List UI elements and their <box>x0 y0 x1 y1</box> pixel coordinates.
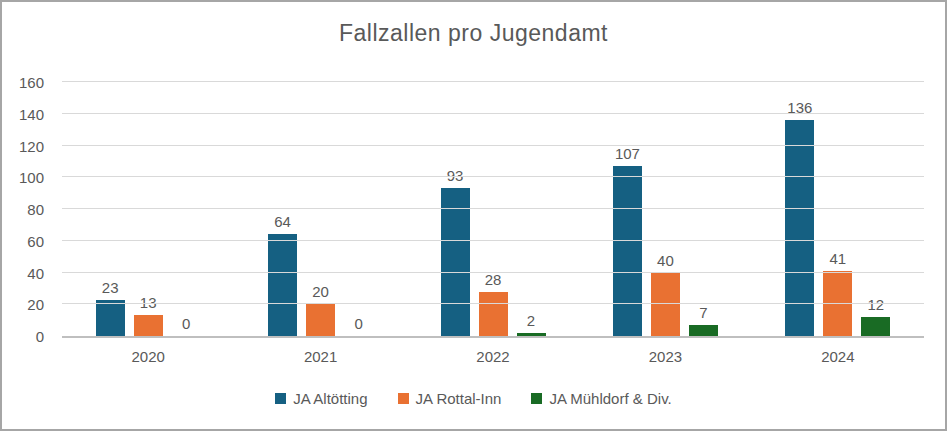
bar-value-label: 12 <box>867 296 884 313</box>
y-axis-tick-label: 80 <box>27 201 44 218</box>
legend-label: JA Rottal-Inn <box>416 390 502 407</box>
legend-item: JA Rottal-Inn <box>398 390 502 407</box>
chart-title: Fallzallen pro Jugendamt <box>2 20 945 47</box>
bar-value-label: 2 <box>527 312 535 329</box>
gridline <box>62 176 924 177</box>
chart-frame: Fallzallen pro Jugendamt 020406080100120… <box>0 0 947 431</box>
gridline <box>62 240 924 241</box>
bar-value-label: 40 <box>657 252 674 269</box>
y-axis: 020406080100120140160 <box>2 82 52 336</box>
bar-column: 0 <box>344 315 373 336</box>
legend-swatch-icon <box>531 393 542 404</box>
bar-column: 20 <box>306 283 335 336</box>
bar-groups: 23 13 0 64 20 0 93 28 2 107 40 7 136 41 12 <box>62 82 924 336</box>
x-axis: 20202021202220232024 <box>62 348 924 365</box>
bar-column: 13 <box>134 294 163 336</box>
bar <box>517 333 546 336</box>
bar-column: 41 <box>823 250 852 336</box>
x-axis-category-label: 2022 <box>407 348 579 365</box>
bar-group: 136 41 12 <box>752 82 924 336</box>
bar-group: 93 28 2 <box>407 82 579 336</box>
legend-swatch-icon <box>398 393 409 404</box>
bar-value-label: 23 <box>102 279 119 296</box>
x-axis-category-label: 2021 <box>234 348 406 365</box>
bar-value-label: 20 <box>312 283 329 300</box>
bar-value-label: 7 <box>699 304 707 321</box>
legend-swatch-icon <box>275 393 286 404</box>
y-axis-tick-label: 120 <box>19 137 44 154</box>
gridline <box>62 303 924 304</box>
x-axis-category-label: 2024 <box>752 348 924 365</box>
bar <box>268 234 297 336</box>
bar-column: 23 <box>96 279 125 337</box>
bar-column: 40 <box>651 252 680 337</box>
bar-column: 0 <box>172 315 201 336</box>
y-axis-tick-label: 40 <box>27 264 44 281</box>
bar-group: 107 40 7 <box>579 82 751 336</box>
legend-item: JA Mühldorf & Div. <box>531 390 671 407</box>
bar-group: 64 20 0 <box>234 82 406 336</box>
x-axis-category-label: 2020 <box>62 348 234 365</box>
y-axis-tick-label: 0 <box>36 328 44 345</box>
bar-value-label: 0 <box>182 315 190 332</box>
gridline <box>62 81 924 82</box>
bar-column: 136 <box>785 99 814 336</box>
bar-value-label: 64 <box>274 213 291 230</box>
bar <box>306 304 335 336</box>
bar <box>613 166 642 336</box>
legend-label: JA Altötting <box>293 390 367 407</box>
bar-column: 64 <box>268 213 297 336</box>
bar-value-label: 41 <box>829 250 846 267</box>
y-axis-tick-label: 20 <box>27 296 44 313</box>
y-axis-tick-label: 140 <box>19 105 44 122</box>
bar-value-label: 107 <box>615 145 640 162</box>
bar-column: 7 <box>689 304 718 336</box>
bar <box>134 315 163 336</box>
y-axis-tick-label: 160 <box>19 74 44 91</box>
bar-value-label: 0 <box>354 315 362 332</box>
bar <box>96 300 125 337</box>
bar-value-label: 28 <box>485 271 502 288</box>
legend-item: JA Altötting <box>275 390 367 407</box>
bar <box>861 317 890 336</box>
gridline <box>62 208 924 209</box>
bar-group: 23 13 0 <box>62 82 234 336</box>
y-axis-tick-label: 60 <box>27 232 44 249</box>
legend: JA Altötting JA Rottal-Inn JA Mühldorf & D… <box>2 390 945 407</box>
y-axis-tick-label: 100 <box>19 169 44 186</box>
bar <box>651 273 680 337</box>
bar <box>689 325 718 336</box>
gridline <box>62 113 924 114</box>
bar-column: 12 <box>861 296 890 336</box>
bar-column: 93 <box>441 167 470 336</box>
plot-area: 23 13 0 64 20 0 93 28 2 107 40 7 136 41 12 <box>62 82 924 338</box>
bar <box>479 292 508 336</box>
legend-label: JA Mühldorf & Div. <box>549 390 671 407</box>
x-axis-category-label: 2023 <box>579 348 751 365</box>
bar-column: 2 <box>517 312 546 336</box>
gridline <box>62 272 924 273</box>
gridline <box>62 145 924 146</box>
bar <box>441 188 470 336</box>
